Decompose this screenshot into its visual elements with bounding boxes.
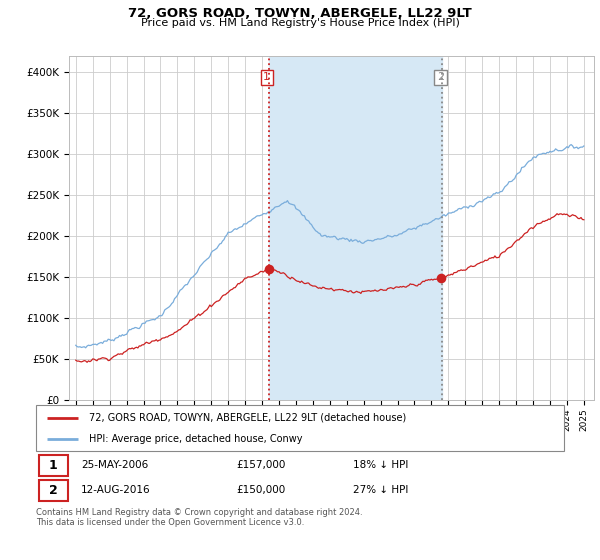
- Text: 18% ↓ HPI: 18% ↓ HPI: [353, 460, 408, 470]
- FancyBboxPatch shape: [38, 479, 68, 501]
- FancyBboxPatch shape: [38, 455, 68, 477]
- Bar: [269, 56, 442, 400]
- Text: 12-AUG-2016: 12-AUG-2016: [81, 485, 151, 495]
- Text: 72, GORS ROAD, TOWYN, ABERGELE, LL22 9LT (detached house): 72, GORS ROAD, TOWYN, ABERGELE, LL22 9LT…: [89, 413, 406, 423]
- Text: £157,000: £157,000: [236, 460, 286, 470]
- Text: 2: 2: [49, 484, 58, 497]
- Text: 1: 1: [49, 459, 58, 472]
- Text: 27% ↓ HPI: 27% ↓ HPI: [353, 485, 408, 495]
- Text: Contains HM Land Registry data © Crown copyright and database right 2024.
This d: Contains HM Land Registry data © Crown c…: [36, 508, 362, 528]
- Point: [436, 273, 446, 282]
- Text: 72, GORS ROAD, TOWYN, ABERGELE, LL22 9LT: 72, GORS ROAD, TOWYN, ABERGELE, LL22 9LT: [128, 7, 472, 20]
- Text: 1: 1: [263, 72, 271, 82]
- Point: [265, 265, 274, 274]
- Text: HPI: Average price, detached house, Conwy: HPI: Average price, detached house, Conw…: [89, 435, 302, 444]
- Text: Price paid vs. HM Land Registry's House Price Index (HPI): Price paid vs. HM Land Registry's House …: [140, 18, 460, 28]
- FancyBboxPatch shape: [36, 405, 564, 451]
- Text: £150,000: £150,000: [236, 485, 286, 495]
- Text: 2: 2: [437, 72, 444, 82]
- Text: 25-MAY-2006: 25-MAY-2006: [81, 460, 148, 470]
